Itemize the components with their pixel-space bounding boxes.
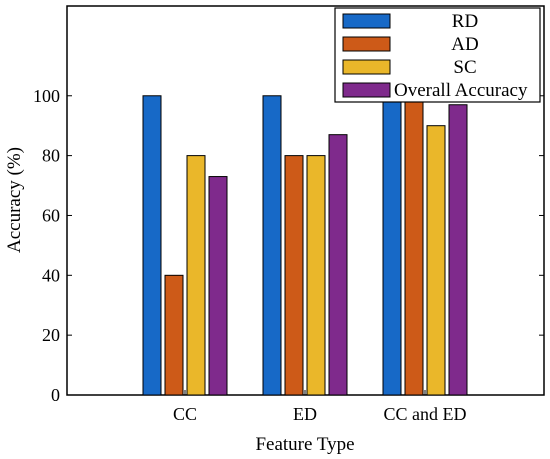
bar <box>328 134 348 396</box>
bar <box>186 155 206 396</box>
bar <box>448 104 468 396</box>
y-tick-label: 60 <box>42 205 60 225</box>
axis-ticks <box>67 95 544 396</box>
bar <box>262 95 282 396</box>
bar <box>284 155 304 396</box>
x-axis-label: Feature Type <box>255 434 354 455</box>
legend-swatch <box>342 59 391 75</box>
legend-swatch <box>342 13 391 29</box>
legend-label: RD <box>452 11 478 32</box>
legend-label: SC <box>453 57 476 78</box>
bar <box>404 95 424 396</box>
x-tick-label: ED <box>293 404 317 424</box>
bar <box>382 95 402 396</box>
bars <box>142 95 468 396</box>
y-tick-label: 80 <box>42 146 60 166</box>
legend-label: AD <box>451 34 478 55</box>
y-tick-label: 20 <box>42 325 60 345</box>
bar <box>208 176 228 396</box>
bar <box>426 125 446 396</box>
y-tick-label: 40 <box>42 265 60 285</box>
legend-swatch <box>342 36 391 52</box>
bar <box>142 95 162 396</box>
y-tick-label: 100 <box>33 86 60 106</box>
y-tick-labels: 0 20 40 60 80 100 <box>33 86 60 405</box>
x-tick-label: CC and ED <box>384 404 467 424</box>
legend-swatch <box>342 82 391 98</box>
x-tick-label: CC <box>173 404 197 424</box>
y-axis-label: Accuracy (%) <box>4 147 25 253</box>
x-tick-labels: CC ED CC and ED <box>173 404 467 424</box>
bar <box>164 274 184 396</box>
y-tick-label: 0 <box>51 385 60 405</box>
bar <box>306 155 326 396</box>
legend-label: Overall Accuracy <box>394 80 528 101</box>
